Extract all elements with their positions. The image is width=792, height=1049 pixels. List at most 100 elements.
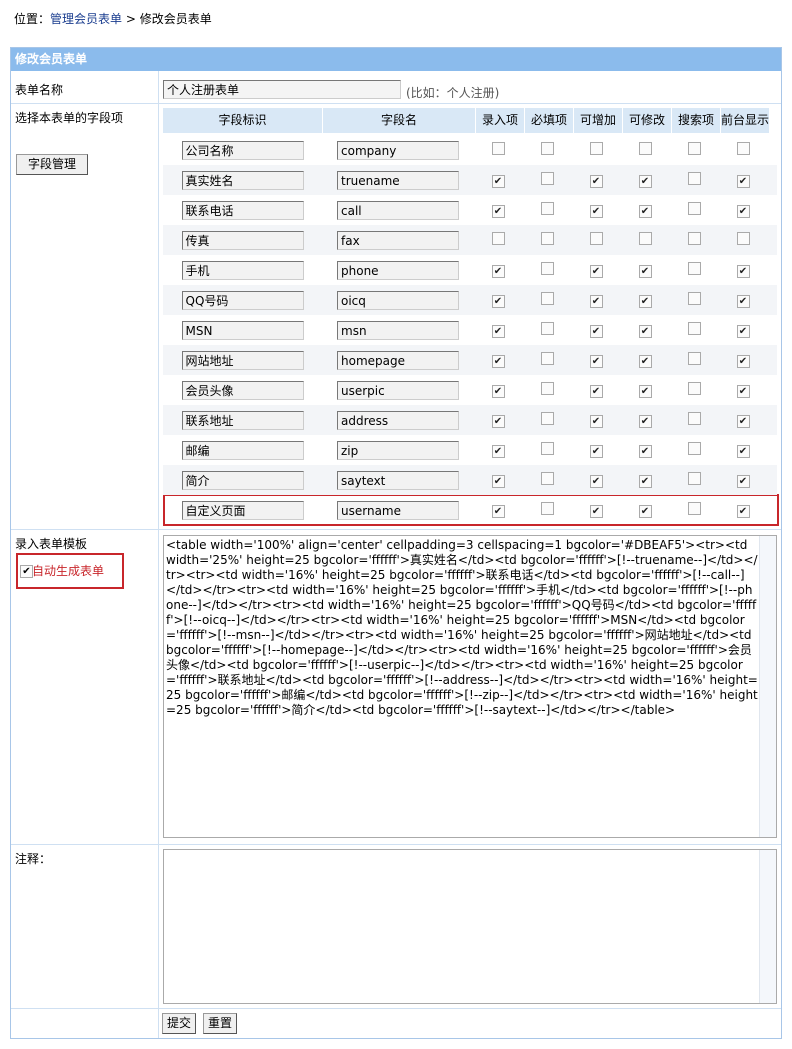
checkbox-required[interactable]: [540, 382, 554, 395]
checkbox-editable[interactable]: ✔: [638, 324, 652, 338]
checkbox-input[interactable]: [491, 232, 505, 245]
checkbox-editable[interactable]: ✔: [638, 354, 652, 368]
checkbox-search[interactable]: [687, 352, 701, 365]
checkbox-editable[interactable]: ✔: [638, 444, 652, 458]
checkbox-required[interactable]: [540, 442, 554, 455]
checkbox-addable[interactable]: ✔: [589, 324, 603, 338]
field-title-input[interactable]: 传真: [181, 230, 304, 250]
checkbox-input[interactable]: ✔: [491, 444, 505, 458]
checkbox-frontend[interactable]: ✔: [736, 414, 750, 428]
checkbox-search[interactable]: [687, 172, 701, 185]
checkbox-search[interactable]: [687, 382, 701, 395]
checkbox-frontend[interactable]: ✔: [736, 504, 750, 518]
checkbox-input[interactable]: ✔: [491, 354, 505, 368]
field-title-input[interactable]: 网站地址: [181, 350, 304, 370]
checkbox-addable[interactable]: ✔: [589, 384, 603, 398]
checkbox-addable[interactable]: [589, 232, 603, 245]
checkbox-frontend[interactable]: ✔: [736, 324, 750, 338]
checkbox-required[interactable]: [540, 232, 554, 245]
submit-button[interactable]: 提交: [162, 1013, 196, 1034]
breadcrumb-link-manage-forms[interactable]: 管理会员表单: [50, 12, 123, 26]
checkbox-frontend[interactable]: [736, 142, 750, 155]
checkbox-input[interactable]: ✔: [491, 174, 505, 188]
checkbox-search[interactable]: [687, 472, 701, 485]
checkbox-required[interactable]: [540, 262, 554, 275]
notes-textarea[interactable]: [163, 849, 777, 1004]
checkbox-addable[interactable]: ✔: [589, 444, 603, 458]
checkbox-editable[interactable]: ✔: [638, 504, 652, 518]
checkbox-frontend[interactable]: ✔: [736, 444, 750, 458]
checkbox-addable[interactable]: ✔: [589, 204, 603, 218]
reset-button[interactable]: 重置: [203, 1013, 237, 1034]
checkbox-addable[interactable]: ✔: [589, 174, 603, 188]
notes-scrollbar[interactable]: [759, 850, 776, 1003]
checkbox-input[interactable]: [491, 142, 505, 155]
checkbox-search[interactable]: [687, 322, 701, 335]
checkbox-frontend[interactable]: ✔: [736, 294, 750, 308]
field-title-input[interactable]: QQ号码: [181, 290, 304, 310]
field-title-input[interactable]: 自定义页面: [181, 500, 304, 520]
checkbox-required[interactable]: [540, 412, 554, 425]
checkbox-input[interactable]: ✔: [491, 204, 505, 218]
checkbox-frontend[interactable]: ✔: [736, 384, 750, 398]
field-title-input[interactable]: 联系电话: [181, 200, 304, 220]
checkbox-required[interactable]: [540, 202, 554, 215]
checkbox-editable[interactable]: [638, 232, 652, 245]
checkbox-editable[interactable]: ✔: [638, 174, 652, 188]
checkbox-addable[interactable]: ✔: [589, 474, 603, 488]
template-scrollbar[interactable]: [759, 536, 776, 837]
checkbox-editable[interactable]: ✔: [638, 384, 652, 398]
checkbox-frontend[interactable]: ✔: [736, 264, 750, 278]
checkbox-required[interactable]: [540, 292, 554, 305]
checkbox-search[interactable]: [687, 412, 701, 425]
checkbox-input[interactable]: ✔: [491, 264, 505, 278]
checkbox-input[interactable]: ✔: [491, 474, 505, 488]
checkbox-input[interactable]: ✔: [491, 294, 505, 308]
checkbox-search[interactable]: [687, 232, 701, 245]
checkbox-required[interactable]: [540, 502, 554, 515]
checkbox-editable[interactable]: [638, 142, 652, 155]
checkbox-addable[interactable]: ✔: [589, 264, 603, 278]
field-name-input[interactable]: zip: [337, 440, 459, 460]
checkbox-search[interactable]: [687, 442, 701, 455]
field-name-input[interactable]: saytext: [337, 470, 459, 490]
field-title-input[interactable]: 会员头像: [181, 380, 304, 400]
field-title-input[interactable]: 联系地址: [181, 410, 304, 430]
checkbox-addable[interactable]: [589, 142, 603, 155]
checkbox-addable[interactable]: ✔: [589, 504, 603, 518]
template-textarea[interactable]: <table width='100%' align='center' cellp…: [163, 535, 777, 838]
checkbox-editable[interactable]: ✔: [638, 474, 652, 488]
checkbox-required[interactable]: [540, 172, 554, 185]
checkbox-required[interactable]: [540, 322, 554, 335]
checkbox-input[interactable]: ✔: [491, 414, 505, 428]
field-name-input[interactable]: address: [337, 410, 459, 430]
field-name-input[interactable]: fax: [337, 230, 459, 250]
field-name-input[interactable]: homepage: [337, 350, 459, 370]
checkbox-frontend[interactable]: ✔: [736, 174, 750, 188]
field-name-input[interactable]: call: [337, 200, 459, 220]
field-title-input[interactable]: 真实姓名: [181, 170, 304, 190]
field-name-input[interactable]: userpic: [337, 380, 459, 400]
checkbox-addable[interactable]: ✔: [589, 354, 603, 368]
checkbox-frontend[interactable]: [736, 232, 750, 245]
checkbox-input[interactable]: ✔: [491, 324, 505, 338]
checkbox-frontend[interactable]: ✔: [736, 354, 750, 368]
field-manage-button[interactable]: 字段管理: [16, 154, 88, 175]
checkbox-editable[interactable]: ✔: [638, 204, 652, 218]
checkbox-required[interactable]: [540, 472, 554, 485]
checkbox-required[interactable]: [540, 352, 554, 365]
checkbox-addable[interactable]: ✔: [589, 414, 603, 428]
field-name-input[interactable]: truename: [337, 170, 459, 190]
checkbox-search[interactable]: [687, 202, 701, 215]
checkbox-editable[interactable]: ✔: [638, 414, 652, 428]
field-name-input[interactable]: msn: [337, 320, 459, 340]
checkbox-input[interactable]: ✔: [491, 384, 505, 398]
field-title-input[interactable]: 手机: [181, 260, 304, 280]
checkbox-required[interactable]: [540, 142, 554, 155]
field-title-input[interactable]: 邮编: [181, 440, 304, 460]
checkbox-search[interactable]: [687, 292, 701, 305]
checkbox-frontend[interactable]: ✔: [736, 474, 750, 488]
checkbox-editable[interactable]: ✔: [638, 294, 652, 308]
checkbox-input[interactable]: ✔: [491, 504, 505, 518]
field-title-input[interactable]: 公司名称: [181, 140, 304, 160]
